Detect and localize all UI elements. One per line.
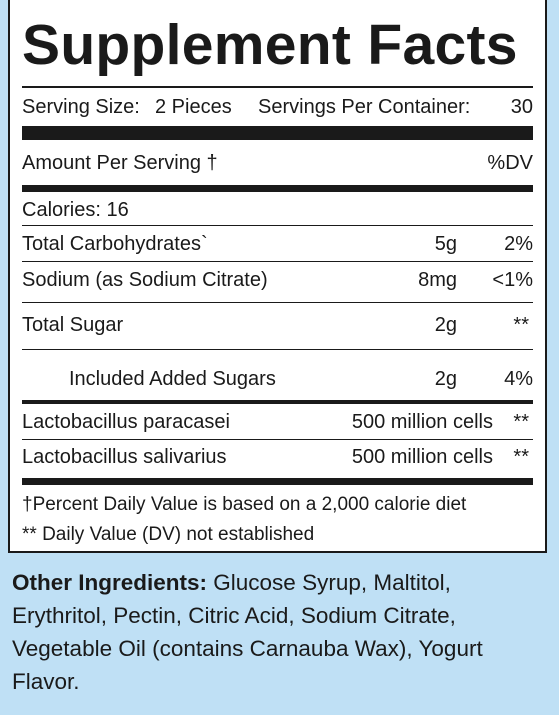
- serving-size-label: Serving Size:: [22, 96, 140, 118]
- divider: [22, 225, 533, 226]
- ingredient-name: Lactobacillus paracasei: [22, 411, 230, 433]
- servings-per-container-label: Servings Per Container:: [258, 96, 471, 118]
- divider: [22, 86, 533, 88]
- nutrient-amount: 5g: [434, 233, 457, 255]
- nutrient-name: Total Sugar: [22, 314, 124, 336]
- amount-per-serving-label: Amount Per Serving †: [22, 152, 218, 174]
- other-ingredients-label: Other Ingredients:: [12, 570, 208, 595]
- panel-title: Supplement Facts: [22, 13, 518, 77]
- nutrient-dv: <1%: [492, 269, 533, 291]
- nutrient-name: Included Added Sugars: [69, 368, 276, 390]
- nutrient-amount: 8mg: [418, 269, 457, 291]
- dv-label: %DV: [487, 152, 533, 174]
- nutrient-amount: 2g: [434, 314, 457, 336]
- divider: [22, 349, 533, 350]
- other-ingredients: Other Ingredients: Glucose Syrup, Maltit…: [12, 566, 552, 698]
- divider: [22, 261, 533, 262]
- nutrient-name: Total Carbohydrates`: [22, 233, 208, 255]
- ingredient-amount: 500 million cells: [351, 411, 493, 433]
- thick-divider: [22, 478, 533, 485]
- divider: [22, 302, 533, 303]
- footnote-not-established: ** Daily Value (DV) not established: [22, 524, 315, 545]
- medium-divider: [22, 185, 533, 192]
- servings-per-container-value: 30: [510, 96, 533, 118]
- ingredient-dv: **: [513, 411, 529, 433]
- nutrient-dv: 4%: [504, 368, 533, 390]
- nutrient-name: Sodium (as Sodium Citrate): [22, 269, 268, 291]
- ingredient-dv: **: [513, 446, 529, 468]
- footnote-dv: †Percent Daily Value is based on a 2,000…: [22, 494, 467, 515]
- nutrient-dv: **: [513, 314, 529, 336]
- divider: [22, 400, 533, 404]
- ingredient-amount: 500 million cells: [351, 446, 493, 468]
- nutrient-dv: 2%: [504, 233, 533, 255]
- ingredient-name: Lactobacillus salivarius: [22, 446, 227, 468]
- serving-size-value: 2 Pieces: [155, 96, 232, 118]
- nutrient-amount: 2g: [434, 368, 457, 390]
- calories-label: Calories: 16: [22, 199, 129, 221]
- supplement-facts-panel: Supplement Facts Serving Size: 2 Pieces …: [8, 0, 547, 553]
- other-ingredients-text: Glucose Syrup, Maltitol, Erythritol, Pec…: [12, 570, 483, 694]
- thick-divider: [22, 126, 533, 140]
- divider: [22, 439, 533, 440]
